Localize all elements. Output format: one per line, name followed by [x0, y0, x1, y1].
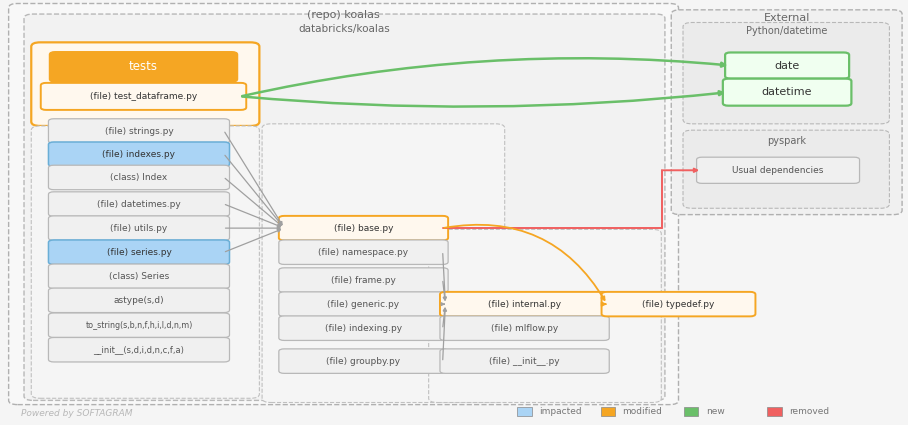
Text: (file) internal.py: (file) internal.py: [488, 300, 561, 309]
Text: External: External: [764, 13, 810, 23]
Text: impacted: impacted: [539, 407, 582, 416]
FancyBboxPatch shape: [671, 10, 902, 215]
Text: (file) generic.py: (file) generic.py: [328, 300, 400, 309]
FancyBboxPatch shape: [683, 23, 890, 124]
FancyBboxPatch shape: [767, 407, 782, 416]
Text: Usual dependencies: Usual dependencies: [733, 166, 824, 175]
FancyBboxPatch shape: [48, 337, 230, 362]
FancyBboxPatch shape: [725, 52, 849, 79]
FancyBboxPatch shape: [48, 216, 230, 241]
FancyBboxPatch shape: [50, 52, 237, 82]
FancyBboxPatch shape: [31, 42, 260, 126]
FancyBboxPatch shape: [279, 240, 449, 264]
Text: __init__(s,d,i,d,n,c,f,a): __init__(s,d,i,d,n,c,f,a): [94, 345, 184, 354]
FancyBboxPatch shape: [279, 292, 449, 316]
Text: (class) Series: (class) Series: [109, 272, 169, 281]
Text: (file) namespace.py: (file) namespace.py: [319, 248, 409, 257]
FancyBboxPatch shape: [279, 216, 449, 241]
FancyBboxPatch shape: [48, 313, 230, 337]
Text: removed: removed: [789, 407, 829, 416]
FancyBboxPatch shape: [696, 157, 860, 183]
Text: date: date: [775, 61, 800, 71]
Text: (file) datetimes.py: (file) datetimes.py: [97, 200, 181, 209]
FancyBboxPatch shape: [262, 124, 505, 402]
Text: Python/datetime: Python/datetime: [745, 26, 827, 36]
Text: (file) utils.py: (file) utils.py: [111, 224, 168, 232]
FancyBboxPatch shape: [440, 316, 609, 340]
FancyBboxPatch shape: [279, 268, 449, 292]
FancyBboxPatch shape: [279, 316, 449, 340]
FancyBboxPatch shape: [440, 292, 609, 316]
Text: (file) series.py: (file) series.py: [106, 248, 172, 257]
Text: (file) frame.py: (file) frame.py: [331, 275, 396, 285]
FancyBboxPatch shape: [684, 407, 698, 416]
Text: (file) test_dataframe.py: (file) test_dataframe.py: [90, 92, 197, 101]
FancyBboxPatch shape: [9, 3, 678, 405]
FancyBboxPatch shape: [48, 288, 230, 312]
Text: (file) strings.py: (file) strings.py: [104, 127, 173, 136]
FancyBboxPatch shape: [48, 192, 230, 216]
Text: databricks/koalas: databricks/koalas: [299, 24, 390, 34]
FancyBboxPatch shape: [518, 407, 532, 416]
Text: (class) Index: (class) Index: [111, 173, 168, 182]
Text: (repo) koalas: (repo) koalas: [307, 10, 380, 20]
FancyBboxPatch shape: [48, 142, 230, 167]
FancyBboxPatch shape: [48, 264, 230, 289]
FancyBboxPatch shape: [601, 407, 615, 416]
Text: (file) __init__.py: (file) __init__.py: [489, 357, 560, 366]
FancyBboxPatch shape: [429, 230, 661, 402]
FancyBboxPatch shape: [279, 349, 449, 374]
FancyBboxPatch shape: [31, 126, 260, 398]
FancyBboxPatch shape: [41, 83, 246, 110]
Text: modified: modified: [622, 407, 662, 416]
Text: pyspark: pyspark: [766, 136, 805, 146]
Text: (file) mlflow.py: (file) mlflow.py: [491, 324, 558, 333]
FancyBboxPatch shape: [24, 14, 665, 400]
Text: (file) typedef.py: (file) typedef.py: [642, 300, 715, 309]
Text: (file) indexes.py: (file) indexes.py: [103, 150, 175, 159]
FancyBboxPatch shape: [602, 292, 755, 316]
Text: (file) groupby.py: (file) groupby.py: [326, 357, 400, 366]
FancyBboxPatch shape: [48, 165, 230, 190]
FancyBboxPatch shape: [48, 119, 230, 143]
Text: tests: tests: [129, 60, 158, 74]
FancyBboxPatch shape: [440, 349, 609, 374]
Text: datetime: datetime: [762, 87, 813, 97]
FancyBboxPatch shape: [723, 79, 852, 106]
Text: new: new: [706, 407, 725, 416]
Text: Powered by SOFTAGRAM: Powered by SOFTAGRAM: [21, 408, 133, 417]
FancyBboxPatch shape: [683, 130, 890, 208]
FancyBboxPatch shape: [48, 240, 230, 264]
Text: astype(s,d): astype(s,d): [114, 296, 164, 305]
Text: (file) base.py: (file) base.py: [334, 224, 393, 232]
Text: to_string(s,b,n,f,h,i,l,d,n,m): to_string(s,b,n,f,h,i,l,d,n,m): [85, 321, 192, 330]
Text: (file) indexing.py: (file) indexing.py: [325, 324, 402, 333]
